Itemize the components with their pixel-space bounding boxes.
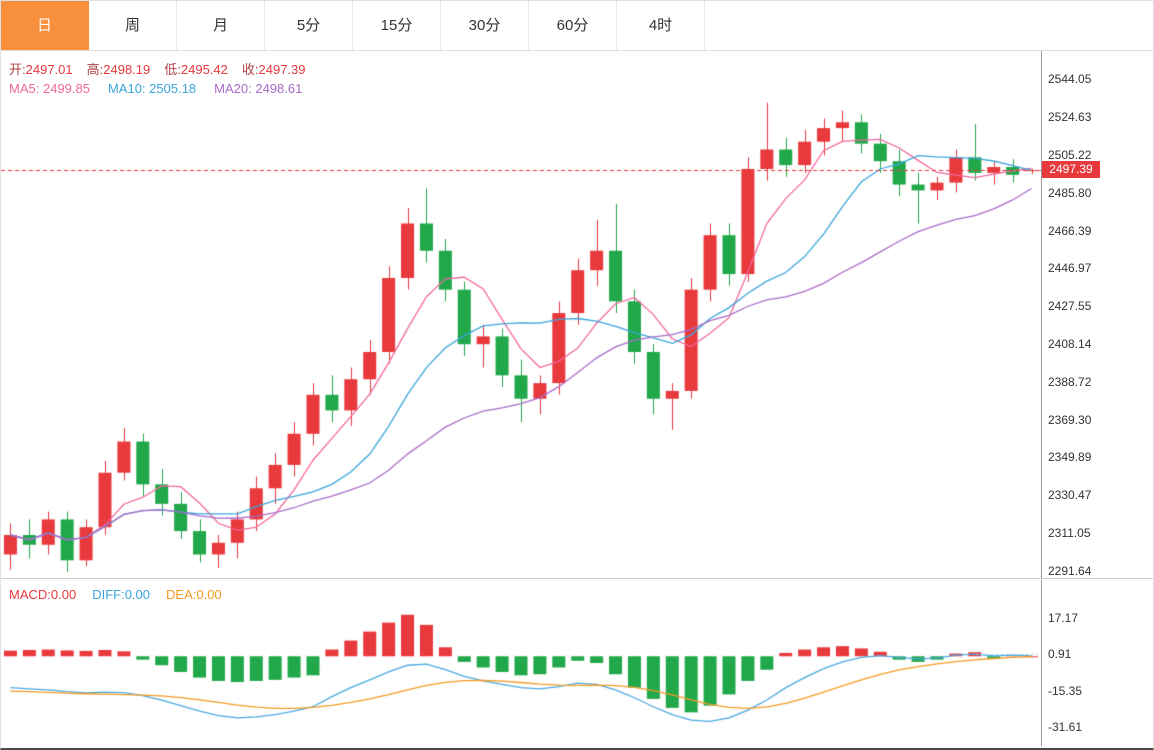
price-axis-tick: 2330.47: [1048, 488, 1092, 503]
macd-axis: 17.17 0.91 -15.35 -31.61: [1041, 580, 1153, 746]
macd-chart-canvas[interactable]: [1, 580, 1041, 746]
price-axis: 2497.39 2544.05 2524.63 2505.22 2485.80 2466…: [1041, 51, 1153, 578]
price-axis-tick: 2349.89: [1048, 450, 1092, 465]
period-tabbar: 日 周 月 5分 15分 30分 60分 4时: [1, 1, 1153, 51]
tab-60min[interactable]: 60分: [529, 1, 617, 50]
macd-axis-tick: -31.61: [1048, 720, 1083, 735]
price-axis-tick: 2524.63: [1048, 110, 1092, 125]
macd-panel: MACD:0.00 DIFF:0.00 DEA:0.00 17.17 0.91 -15.…: [1, 580, 1153, 746]
price-chart-panel: 开:2497.01 高:2498.19 低:2495.42 收:2497.39 MA5…: [1, 51, 1153, 579]
price-axis-tick: 2369.30: [1048, 412, 1092, 427]
price-axis-tick: 2466.39: [1048, 223, 1092, 238]
price-axis-tick: 2408.14: [1048, 336, 1092, 351]
candlestick-chart-canvas[interactable]: [1, 51, 1041, 579]
price-axis-tick: 2446.97: [1048, 261, 1092, 276]
last-price-badge: 2497.39: [1042, 161, 1100, 179]
price-axis-tick: 2485.80: [1048, 185, 1092, 200]
macd-axis-tick: 17.17: [1048, 610, 1079, 625]
macd-axis-tick: -15.35: [1048, 683, 1083, 698]
tab-15min[interactable]: 15分: [353, 1, 441, 50]
tab-month[interactable]: 月: [177, 1, 265, 50]
price-axis-tick: 2427.55: [1048, 299, 1092, 314]
price-axis-tick: 2388.72: [1048, 374, 1092, 389]
tab-30min[interactable]: 30分: [441, 1, 529, 50]
price-axis-tick: 2544.05: [1048, 72, 1092, 87]
tab-5min[interactable]: 5分: [265, 1, 353, 50]
price-axis-tick: 2505.22: [1048, 147, 1092, 162]
price-axis-tick: 2291.64: [1048, 563, 1092, 578]
macd-axis-tick: 0.91: [1048, 647, 1072, 662]
price-axis-tick: 2311.05: [1048, 525, 1091, 540]
tab-week[interactable]: 周: [89, 1, 177, 50]
tab-day[interactable]: 日: [1, 1, 89, 50]
tab-4hour[interactable]: 4时: [617, 1, 705, 50]
